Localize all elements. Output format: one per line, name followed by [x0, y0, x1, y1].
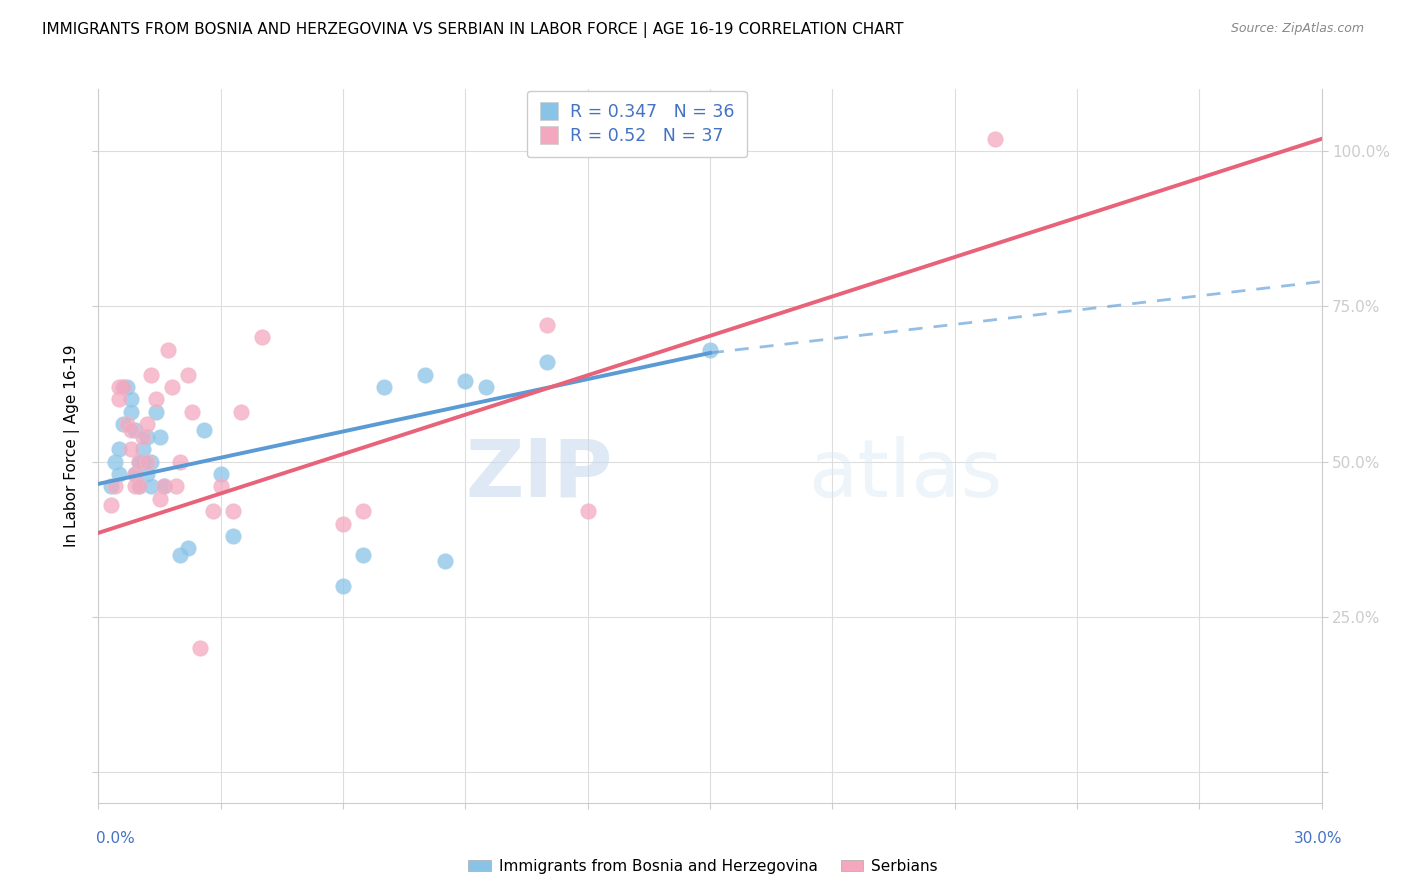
Point: [222, 529, 245, 543]
Point: [536, 355, 558, 369]
Point: [132, 430, 155, 444]
Point: [132, 442, 155, 456]
Point: [352, 504, 374, 518]
Point: [136, 454, 159, 468]
Point: [169, 454, 191, 468]
Point: [141, 368, 163, 382]
Point: [128, 454, 150, 468]
Point: [231, 405, 253, 419]
Point: [699, 343, 721, 357]
Point: [141, 454, 163, 468]
Point: [115, 380, 138, 394]
Point: [108, 442, 131, 456]
Point: [152, 479, 174, 493]
Point: [120, 392, 142, 407]
Point: [104, 479, 127, 493]
Point: [413, 368, 436, 382]
Point: [434, 554, 457, 568]
Point: [128, 479, 150, 493]
Point: [100, 479, 122, 493]
Point: [250, 330, 273, 344]
Point: [352, 548, 374, 562]
Point: [152, 479, 174, 493]
Point: [136, 430, 159, 444]
Point: [128, 454, 150, 468]
Legend: Immigrants from Bosnia and Herzegovina, Serbians: Immigrants from Bosnia and Herzegovina, …: [463, 853, 943, 880]
Point: [165, 479, 187, 493]
Point: [145, 405, 167, 419]
Text: 0.0%: 0.0%: [96, 831, 135, 846]
Point: [111, 380, 134, 394]
Point: [136, 467, 159, 481]
Text: IMMIGRANTS FROM BOSNIA AND HERZEGOVINA VS SERBIAN IN LABOR FORCE | AGE 16-19 COR: IMMIGRANTS FROM BOSNIA AND HERZEGOVINA V…: [42, 22, 904, 38]
Point: [222, 504, 245, 518]
Point: [181, 405, 204, 419]
Point: [108, 380, 131, 394]
Text: 30.0%: 30.0%: [1295, 831, 1343, 846]
Point: [141, 479, 163, 493]
Point: [209, 479, 232, 493]
Text: Source: ZipAtlas.com: Source: ZipAtlas.com: [1230, 22, 1364, 36]
Point: [120, 424, 142, 438]
Point: [536, 318, 558, 332]
Point: [156, 343, 179, 357]
Point: [201, 504, 224, 518]
Point: [188, 640, 212, 655]
Point: [124, 424, 146, 438]
Point: [100, 498, 122, 512]
Point: [169, 548, 191, 562]
Point: [193, 424, 215, 438]
Point: [111, 417, 134, 432]
Point: [120, 442, 142, 456]
Point: [177, 368, 200, 382]
Point: [332, 579, 354, 593]
Point: [576, 504, 599, 518]
Point: [149, 430, 172, 444]
Point: [115, 417, 138, 432]
Point: [108, 392, 131, 407]
Point: [373, 380, 395, 394]
Point: [132, 454, 155, 468]
Point: [332, 516, 354, 531]
Y-axis label: In Labor Force | Age 16-19: In Labor Force | Age 16-19: [63, 344, 80, 548]
Point: [128, 479, 150, 493]
Point: [104, 454, 127, 468]
Point: [454, 374, 477, 388]
Point: [108, 467, 131, 481]
Point: [160, 380, 183, 394]
Point: [984, 132, 1007, 146]
Point: [145, 392, 167, 407]
Point: [111, 380, 134, 394]
Point: [120, 405, 142, 419]
Point: [474, 380, 498, 394]
Point: [136, 417, 159, 432]
Point: [149, 491, 172, 506]
Legend: R = 0.347   N = 36, R = 0.52   N = 37: R = 0.347 N = 36, R = 0.52 N = 37: [527, 91, 747, 157]
Point: [209, 467, 232, 481]
Point: [124, 467, 146, 481]
Text: ZIP: ZIP: [465, 435, 612, 514]
Text: atlas: atlas: [808, 435, 1002, 514]
Point: [124, 467, 146, 481]
Point: [177, 541, 200, 556]
Point: [124, 479, 146, 493]
